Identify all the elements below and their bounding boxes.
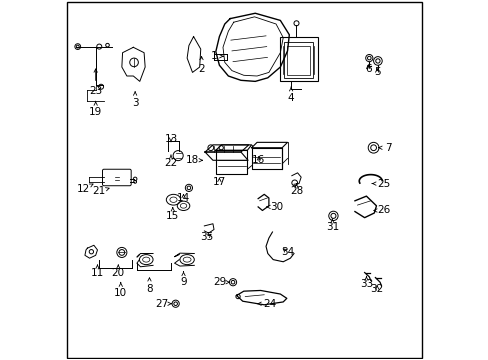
Text: 34: 34 xyxy=(280,247,294,257)
Text: 10: 10 xyxy=(114,282,127,298)
Text: 16: 16 xyxy=(252,155,265,165)
Text: 25: 25 xyxy=(371,179,390,189)
Text: 24: 24 xyxy=(257,299,276,309)
Text: 2: 2 xyxy=(198,57,204,74)
Text: 32: 32 xyxy=(370,284,383,294)
Text: 21: 21 xyxy=(92,186,109,197)
Text: 4: 4 xyxy=(287,87,294,103)
Text: 13: 13 xyxy=(164,134,177,144)
Text: 35: 35 xyxy=(200,232,213,242)
Text: 8: 8 xyxy=(146,278,152,294)
Text: 26: 26 xyxy=(373,206,390,216)
Text: 1: 1 xyxy=(210,51,223,61)
Text: 7: 7 xyxy=(378,143,390,153)
Text: 27: 27 xyxy=(155,299,171,309)
Text: 17: 17 xyxy=(212,177,225,187)
Text: 20: 20 xyxy=(111,265,124,278)
Text: 30: 30 xyxy=(266,202,283,212)
Text: 31: 31 xyxy=(325,219,338,231)
Text: 29: 29 xyxy=(212,277,229,287)
Text: 22: 22 xyxy=(164,155,177,168)
Text: 9: 9 xyxy=(180,272,186,287)
Text: 19: 19 xyxy=(89,101,102,117)
Text: 33: 33 xyxy=(359,276,372,289)
Text: 12: 12 xyxy=(76,184,93,194)
Text: 23: 23 xyxy=(89,69,102,96)
Text: 6: 6 xyxy=(364,64,371,74)
Text: 3: 3 xyxy=(132,92,138,108)
Text: 11: 11 xyxy=(91,265,104,278)
Text: 5: 5 xyxy=(373,67,380,77)
Text: 18: 18 xyxy=(185,155,202,165)
Text: 15: 15 xyxy=(166,208,179,221)
Text: 28: 28 xyxy=(289,184,303,197)
Text: 14: 14 xyxy=(177,193,190,203)
